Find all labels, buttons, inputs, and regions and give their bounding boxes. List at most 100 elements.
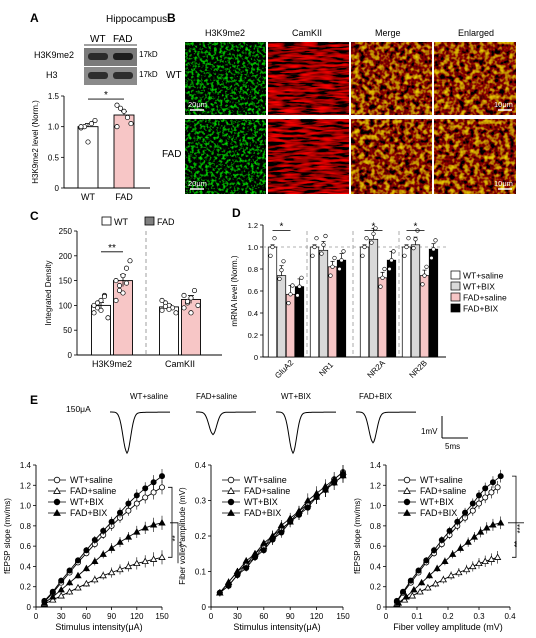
data-point	[483, 524, 491, 531]
y-tick-label: 0.4	[370, 562, 382, 571]
data-point	[387, 266, 392, 272]
data-point	[227, 508, 235, 516]
blot-band-1-wt	[88, 53, 108, 60]
data-point	[330, 264, 335, 269]
data-point	[297, 284, 302, 289]
panel-e-traces: 150μA WT+saline FAD+saline WT+BIX FAD+BI…	[66, 392, 468, 455]
data-point	[141, 524, 149, 531]
data-point	[424, 264, 429, 269]
y-tick-label: 1.0	[370, 502, 382, 511]
data-point	[53, 498, 61, 506]
data-point	[150, 489, 157, 496]
data-point	[99, 550, 107, 557]
data-point	[286, 301, 291, 306]
bar-wt	[77, 126, 99, 189]
x-tick-label: 30	[57, 612, 66, 621]
data-point	[159, 307, 165, 313]
blot-size-1: 17kD	[139, 50, 158, 59]
data-point	[149, 521, 158, 528]
data-point	[433, 564, 441, 572]
legend-label: FAD+saline	[244, 486, 290, 496]
data-point	[462, 509, 469, 516]
data-point	[114, 102, 120, 108]
data-point	[277, 276, 282, 282]
panel-c-chart: 0 50 100 150 200 250 Integrated Density H3K9me2…	[44, 216, 222, 369]
data-point	[482, 494, 489, 501]
data-point	[53, 476, 61, 484]
data-point	[497, 519, 505, 526]
data-point	[158, 484, 165, 491]
data-point	[323, 233, 328, 239]
data-point	[339, 468, 347, 475]
data-point	[371, 231, 376, 236]
data-point	[123, 265, 130, 271]
x-tick-label: 120	[310, 612, 324, 621]
data-point	[454, 518, 461, 525]
sig-bracket	[168, 486, 173, 558]
data-point	[431, 547, 438, 554]
micro-wt-enlarged-texture	[434, 42, 516, 115]
data-point	[475, 492, 482, 499]
blot-size-2: 17kD	[139, 70, 158, 79]
data-point	[310, 253, 315, 258]
data-point	[242, 557, 250, 564]
data-point	[191, 287, 198, 294]
micro-row-wt: WT	[166, 70, 182, 81]
data-point	[364, 236, 369, 241]
data-point	[469, 507, 476, 514]
x-tick-label: 90	[107, 612, 116, 621]
blot-title: Hippocampus	[106, 14, 167, 25]
data-point	[117, 105, 124, 111]
data-point	[360, 253, 365, 258]
trace-label-wt-saline: WT+saline	[130, 392, 169, 401]
legend-label: FAD+saline	[420, 486, 466, 496]
data-point	[53, 486, 61, 494]
data-point	[337, 266, 342, 272]
y-tick-label: 0.2	[248, 331, 258, 340]
data-point	[341, 249, 346, 254]
y-tick-label: 0.8	[370, 522, 382, 531]
data-point	[83, 547, 90, 554]
bar-wt-bix-nr2b	[410, 244, 421, 358]
bar-fad-saline-nr2a	[377, 277, 388, 358]
data-point	[403, 476, 411, 484]
data-point	[321, 482, 330, 489]
data-point	[92, 117, 98, 124]
data-point	[494, 484, 501, 491]
scalebar-fad-enl-label: 10μm	[494, 179, 513, 188]
data-point	[127, 258, 133, 264]
y-tick-label: 0.2	[195, 532, 207, 541]
micro-col-enlarged: Enlarged	[458, 28, 494, 38]
category-label: FAD	[115, 192, 133, 202]
data-point	[120, 290, 126, 296]
y-axis-label: mRNA level (Norm.)	[230, 255, 239, 326]
data-point	[57, 585, 65, 593]
category-label: NR2B	[408, 359, 429, 380]
data-point	[114, 124, 120, 130]
data-point	[272, 236, 277, 241]
lane-label-wt: WT	[90, 34, 106, 45]
trace-label-fad-saline: FAD+saline	[196, 392, 238, 401]
x-tick-label: 90	[286, 612, 295, 621]
y-tick-label: 1.2	[20, 481, 32, 490]
data-point	[441, 557, 449, 564]
legend-label-fad: FAD	[157, 217, 175, 227]
legend-label: FAD+saline	[70, 486, 116, 496]
data-point	[410, 585, 418, 593]
data-point	[319, 251, 324, 256]
legend-label: WT+BIX	[420, 497, 454, 507]
data-point	[403, 486, 411, 494]
y-axis-label: Integrated Density	[44, 261, 53, 326]
data-point	[124, 562, 133, 570]
data-point	[314, 236, 319, 241]
sig-marker: *	[280, 222, 284, 233]
data-point	[373, 226, 378, 231]
data-point	[429, 255, 434, 261]
y-tick-label: 0.4	[248, 309, 258, 318]
data-point	[107, 568, 116, 576]
data-point	[389, 258, 394, 263]
data-point	[260, 539, 268, 546]
panel-e1-chart: 0 0.2 0.4 0.6 0.8 1.0 1.2 1.4 0 30 60 90 120 150 fEPSP…	[3, 461, 187, 632]
data-point	[98, 297, 104, 303]
y-tick-label: 250	[59, 227, 73, 236]
